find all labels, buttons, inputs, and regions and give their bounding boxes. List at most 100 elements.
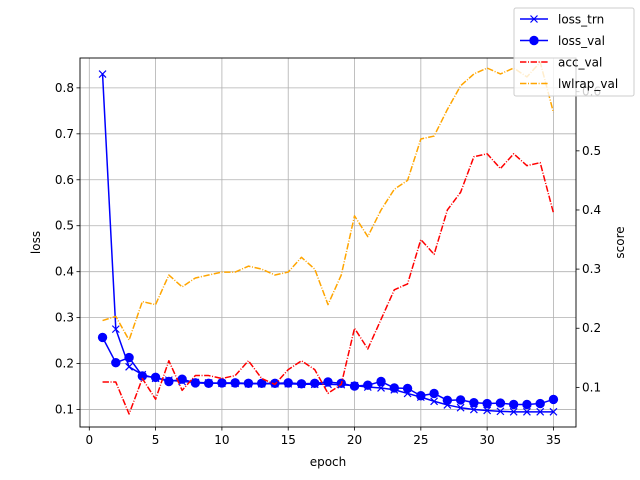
data-point-loss_val — [402, 383, 413, 394]
data-point-loss_trn — [483, 406, 492, 415]
y-right-tick-label: 0.1 — [582, 380, 601, 394]
legend-box — [513, 7, 635, 97]
y-left-tick-label: 0.7 — [55, 127, 74, 141]
data-point-loss_trn — [98, 70, 107, 79]
y-axis-right-title: score — [613, 226, 627, 258]
data-point-loss_trn — [377, 384, 385, 392]
data-point-loss_val — [296, 379, 307, 389]
legend-label: lwlrap_val — [558, 77, 618, 91]
data-point-loss_trn — [111, 325, 120, 334]
data-point-loss_val — [243, 378, 254, 389]
data-point-loss_val — [469, 397, 479, 408]
data-point-loss_trn — [496, 407, 505, 416]
legend-item-lwlrap_val: lwlrap_val — [520, 77, 618, 91]
y-right-tick-label: 0.2 — [582, 321, 601, 335]
legend-label: loss_trn — [558, 13, 604, 27]
y-left-tick-label: 0.5 — [55, 219, 74, 233]
data-point-loss_trn — [523, 407, 531, 416]
x-tick-label: 5 — [152, 433, 160, 447]
data-point-loss_val — [535, 398, 545, 409]
x-axis-title: epoch — [310, 455, 347, 469]
data-point-loss_val — [389, 383, 400, 393]
y-left-tick-label: 0.1 — [55, 403, 74, 417]
data-point-loss_trn — [549, 407, 558, 416]
data-point-loss_val — [522, 399, 532, 410]
data-point-loss_val — [310, 378, 320, 389]
legend-item-loss_val: loss_val — [520, 34, 605, 48]
series-line-acc_val — [102, 153, 555, 415]
marker-stroke — [523, 407, 531, 416]
data-point-loss_trn — [469, 405, 478, 414]
data-point-loss_val — [349, 381, 360, 391]
marker-stroke — [469, 405, 478, 414]
data-point-loss_val — [548, 394, 559, 405]
legend: loss_trn loss_val acc_val lwlrap_val — [513, 7, 635, 97]
data-point-loss_val — [137, 371, 148, 381]
marker-stroke — [536, 407, 545, 416]
data-point-loss_val — [164, 376, 174, 387]
plot-area — [97, 61, 559, 416]
x-axis: 0 5 10 15 20 25 30 35 — [85, 427, 561, 447]
x-tick-label: 10 — [214, 433, 229, 447]
x-tick-label: 30 — [480, 433, 495, 447]
y-right-tick-label: 0.3 — [582, 262, 601, 276]
data-point-loss_val — [190, 378, 201, 388]
marker-stroke — [496, 407, 505, 416]
data-point-loss_val — [429, 388, 439, 399]
series-acc_val — [102, 153, 555, 415]
data-point-loss_trn — [509, 407, 518, 416]
series-lwlrap_val — [102, 61, 555, 341]
x-tick-label: 15 — [281, 433, 296, 447]
data-point-loss_val — [111, 357, 121, 368]
data-point-loss_trn — [456, 403, 465, 412]
x-tick-label: 25 — [413, 433, 428, 447]
marker-stroke — [549, 407, 558, 416]
data-point-loss_val — [97, 332, 108, 343]
data-point-loss_val — [217, 378, 227, 388]
y-left-tick-label: 0.4 — [55, 265, 74, 279]
data-point-loss_val — [376, 376, 386, 387]
data-point-loss_val — [482, 398, 492, 409]
y-left-tick-label: 0.2 — [55, 357, 74, 371]
y-right-tick-label: 0.4 — [582, 203, 601, 217]
data-point-loss_trn — [125, 362, 133, 371]
data-point-loss_val — [150, 372, 161, 383]
data-point-loss_val — [363, 380, 373, 390]
marker-stroke — [509, 407, 518, 416]
marker-stroke — [125, 362, 133, 371]
grid — [80, 58, 576, 427]
x-tick-label: 35 — [546, 433, 561, 447]
data-point-loss_val — [323, 377, 333, 387]
data-point-loss_val — [442, 395, 453, 406]
legend-item-loss_trn: loss_trn — [520, 13, 604, 27]
y-axis-left-title: loss — [29, 231, 43, 254]
data-point-loss_val — [455, 395, 466, 405]
legend-item-acc_val: acc_val — [520, 56, 602, 70]
marker-stroke — [530, 15, 538, 23]
series-loss_val — [97, 332, 559, 410]
marker-stroke — [430, 397, 439, 406]
marker-stroke — [98, 70, 107, 79]
series-line-lwlrap_val — [102, 61, 555, 341]
legend-label: acc_val — [558, 56, 602, 70]
marker-stroke — [483, 406, 492, 415]
y-left-tick-label: 0.8 — [55, 81, 74, 95]
x-tick-label: 0 — [85, 433, 93, 447]
data-point-loss_trn — [430, 397, 439, 406]
marker-stroke — [377, 384, 385, 392]
x-tick-label: 20 — [347, 433, 362, 447]
data-point-loss_val — [508, 399, 519, 410]
marker-stroke — [456, 403, 465, 412]
y-axis-left: 0.1 0.2 0.3 0.4 0.5 0.6 0.7 0.8 — [55, 81, 80, 417]
legend-marker — [530, 15, 538, 23]
legend-marker — [529, 35, 539, 46]
data-point-loss_val — [230, 378, 240, 388]
y-left-tick-label: 0.3 — [55, 311, 74, 325]
data-point-loss_val — [203, 378, 214, 389]
y-left-tick-label: 0.6 — [55, 173, 74, 187]
data-point-loss_val — [124, 352, 134, 363]
data-point-loss_val — [416, 391, 426, 401]
plot-frame — [79, 57, 577, 428]
marker-stroke — [111, 325, 120, 334]
